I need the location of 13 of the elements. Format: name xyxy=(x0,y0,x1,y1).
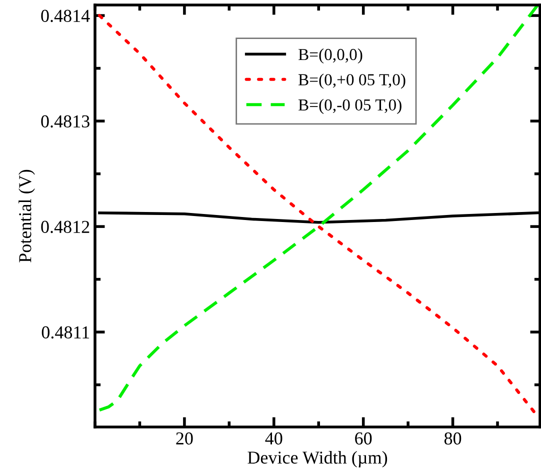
legend-label: B=(0,0,0) xyxy=(298,48,362,64)
x-tick-label: 20 xyxy=(176,432,193,445)
y-tick-label: 0.4813 xyxy=(41,115,90,128)
x-tick-label: 40 xyxy=(265,432,282,445)
x-tick-label: 80 xyxy=(444,432,462,445)
x-axis-title: Device Width (µm) xyxy=(248,451,388,468)
y-axis-title: Potential (V) xyxy=(18,170,35,262)
legend-label: B=(0,+0 05 T,0) xyxy=(298,74,406,89)
x-tick-label: 60 xyxy=(355,432,372,445)
y-tick-label: 0.4812 xyxy=(41,220,90,234)
y-tick-label: 0.4811 xyxy=(42,326,90,339)
y-tick-label: 0.4814 xyxy=(41,10,90,22)
legend-label: B=(0,-0 05 T,0) xyxy=(298,98,402,114)
